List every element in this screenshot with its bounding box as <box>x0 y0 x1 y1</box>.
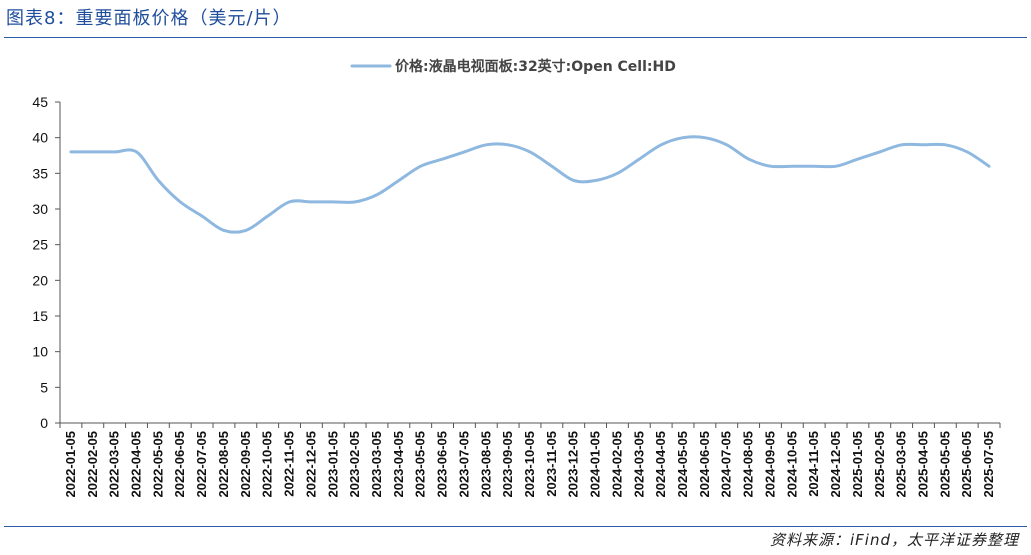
figure-source: 资料来源：iFind，太平洋证券整理 <box>770 531 1019 549</box>
x-tick-label: 2022-11-05 <box>282 431 297 497</box>
x-tick-label: 2022-05-05 <box>150 431 165 498</box>
x-tick-label: 2023-01-05 <box>325 431 340 498</box>
x-tick-label: 2025-07-05 <box>981 431 996 498</box>
x-tick-label: 2023-11-05 <box>544 431 559 497</box>
y-tick-label: 0 <box>40 415 48 431</box>
x-tick-label: 2024-05-05 <box>675 431 690 498</box>
x-tick-label: 2024-11-05 <box>806 431 821 497</box>
y-tick-label: 30 <box>32 201 48 217</box>
x-tick-label: 2024-10-05 <box>784 431 799 498</box>
y-tick-label: 45 <box>32 94 48 110</box>
x-tick-label: 2022-09-05 <box>238 431 253 498</box>
y-tick-label: 5 <box>40 379 48 395</box>
x-tick-label: 2024-09-05 <box>762 431 777 498</box>
x-tick-label: 2022-12-05 <box>303 431 318 498</box>
series-line <box>69 135 991 234</box>
top-rule <box>4 37 1027 38</box>
bottom-rule <box>4 526 1027 527</box>
x-tick-label: 2024-01-05 <box>588 431 603 498</box>
y-tick-label: 10 <box>32 344 48 360</box>
x-tick-label: 2024-08-05 <box>741 431 756 498</box>
x-tick-label: 2023-09-05 <box>500 431 515 498</box>
x-tick-label: 2025-01-05 <box>850 431 865 498</box>
x-tick-label: 2023-03-05 <box>369 431 384 498</box>
x-tick-label: 2022-06-05 <box>172 431 187 498</box>
x-tick-label: 2024-06-05 <box>697 431 712 498</box>
x-tick-label: 2023-08-05 <box>478 431 493 498</box>
x-tick-label: 2023-05-05 <box>413 431 428 498</box>
x-tick-label: 2024-03-05 <box>631 431 646 498</box>
x-tick-label: 2023-02-05 <box>347 431 362 498</box>
x-tick-label: 2022-10-05 <box>260 431 275 498</box>
x-tick-label: 2023-06-05 <box>435 431 450 498</box>
x-tick-label: 2023-10-05 <box>522 431 537 498</box>
x-tick-label: 2022-07-05 <box>194 431 209 498</box>
x-tick-label: 2025-04-05 <box>915 431 930 498</box>
x-tick-label: 2024-12-05 <box>828 431 843 498</box>
y-tick-label: 15 <box>32 308 48 324</box>
x-tick-label: 2023-07-05 <box>456 431 471 498</box>
legend: 价格:液晶电视面板:32英寸:Open Cell:HD <box>350 58 676 75</box>
x-tick-label: 2023-04-05 <box>391 431 406 498</box>
y-tick-label: 20 <box>32 272 48 288</box>
x-tick-label: 2025-02-05 <box>872 431 887 498</box>
x-tick-label: 2022-03-05 <box>107 431 122 498</box>
y-tick-label: 40 <box>32 130 48 146</box>
x-tick-label: 2025-05-05 <box>937 431 952 498</box>
x-tick-label: 2022-04-05 <box>129 431 144 498</box>
x-tick-label: 2022-01-05 <box>63 431 78 498</box>
x-tick-label: 2025-03-05 <box>894 431 909 498</box>
x-tick-label: 2025-06-05 <box>959 431 974 498</box>
legend-label: 价格:液晶电视面板:32英寸:Open Cell:HD <box>395 58 676 75</box>
figure-title: 图表8：重要面板价格（美元/片） <box>6 8 292 29</box>
x-tick-label: 2024-02-05 <box>609 431 624 498</box>
x-tick-label: 2023-12-05 <box>566 431 581 498</box>
x-tick-label: 2024-07-05 <box>719 431 734 498</box>
x-tick-label: 2024-04-05 <box>653 431 668 498</box>
x-tick-label: 2022-02-05 <box>85 431 100 498</box>
y-tick-label: 25 <box>32 237 48 253</box>
x-tick-label: 2022-08-05 <box>216 431 231 498</box>
y-tick-label: 35 <box>32 165 48 181</box>
